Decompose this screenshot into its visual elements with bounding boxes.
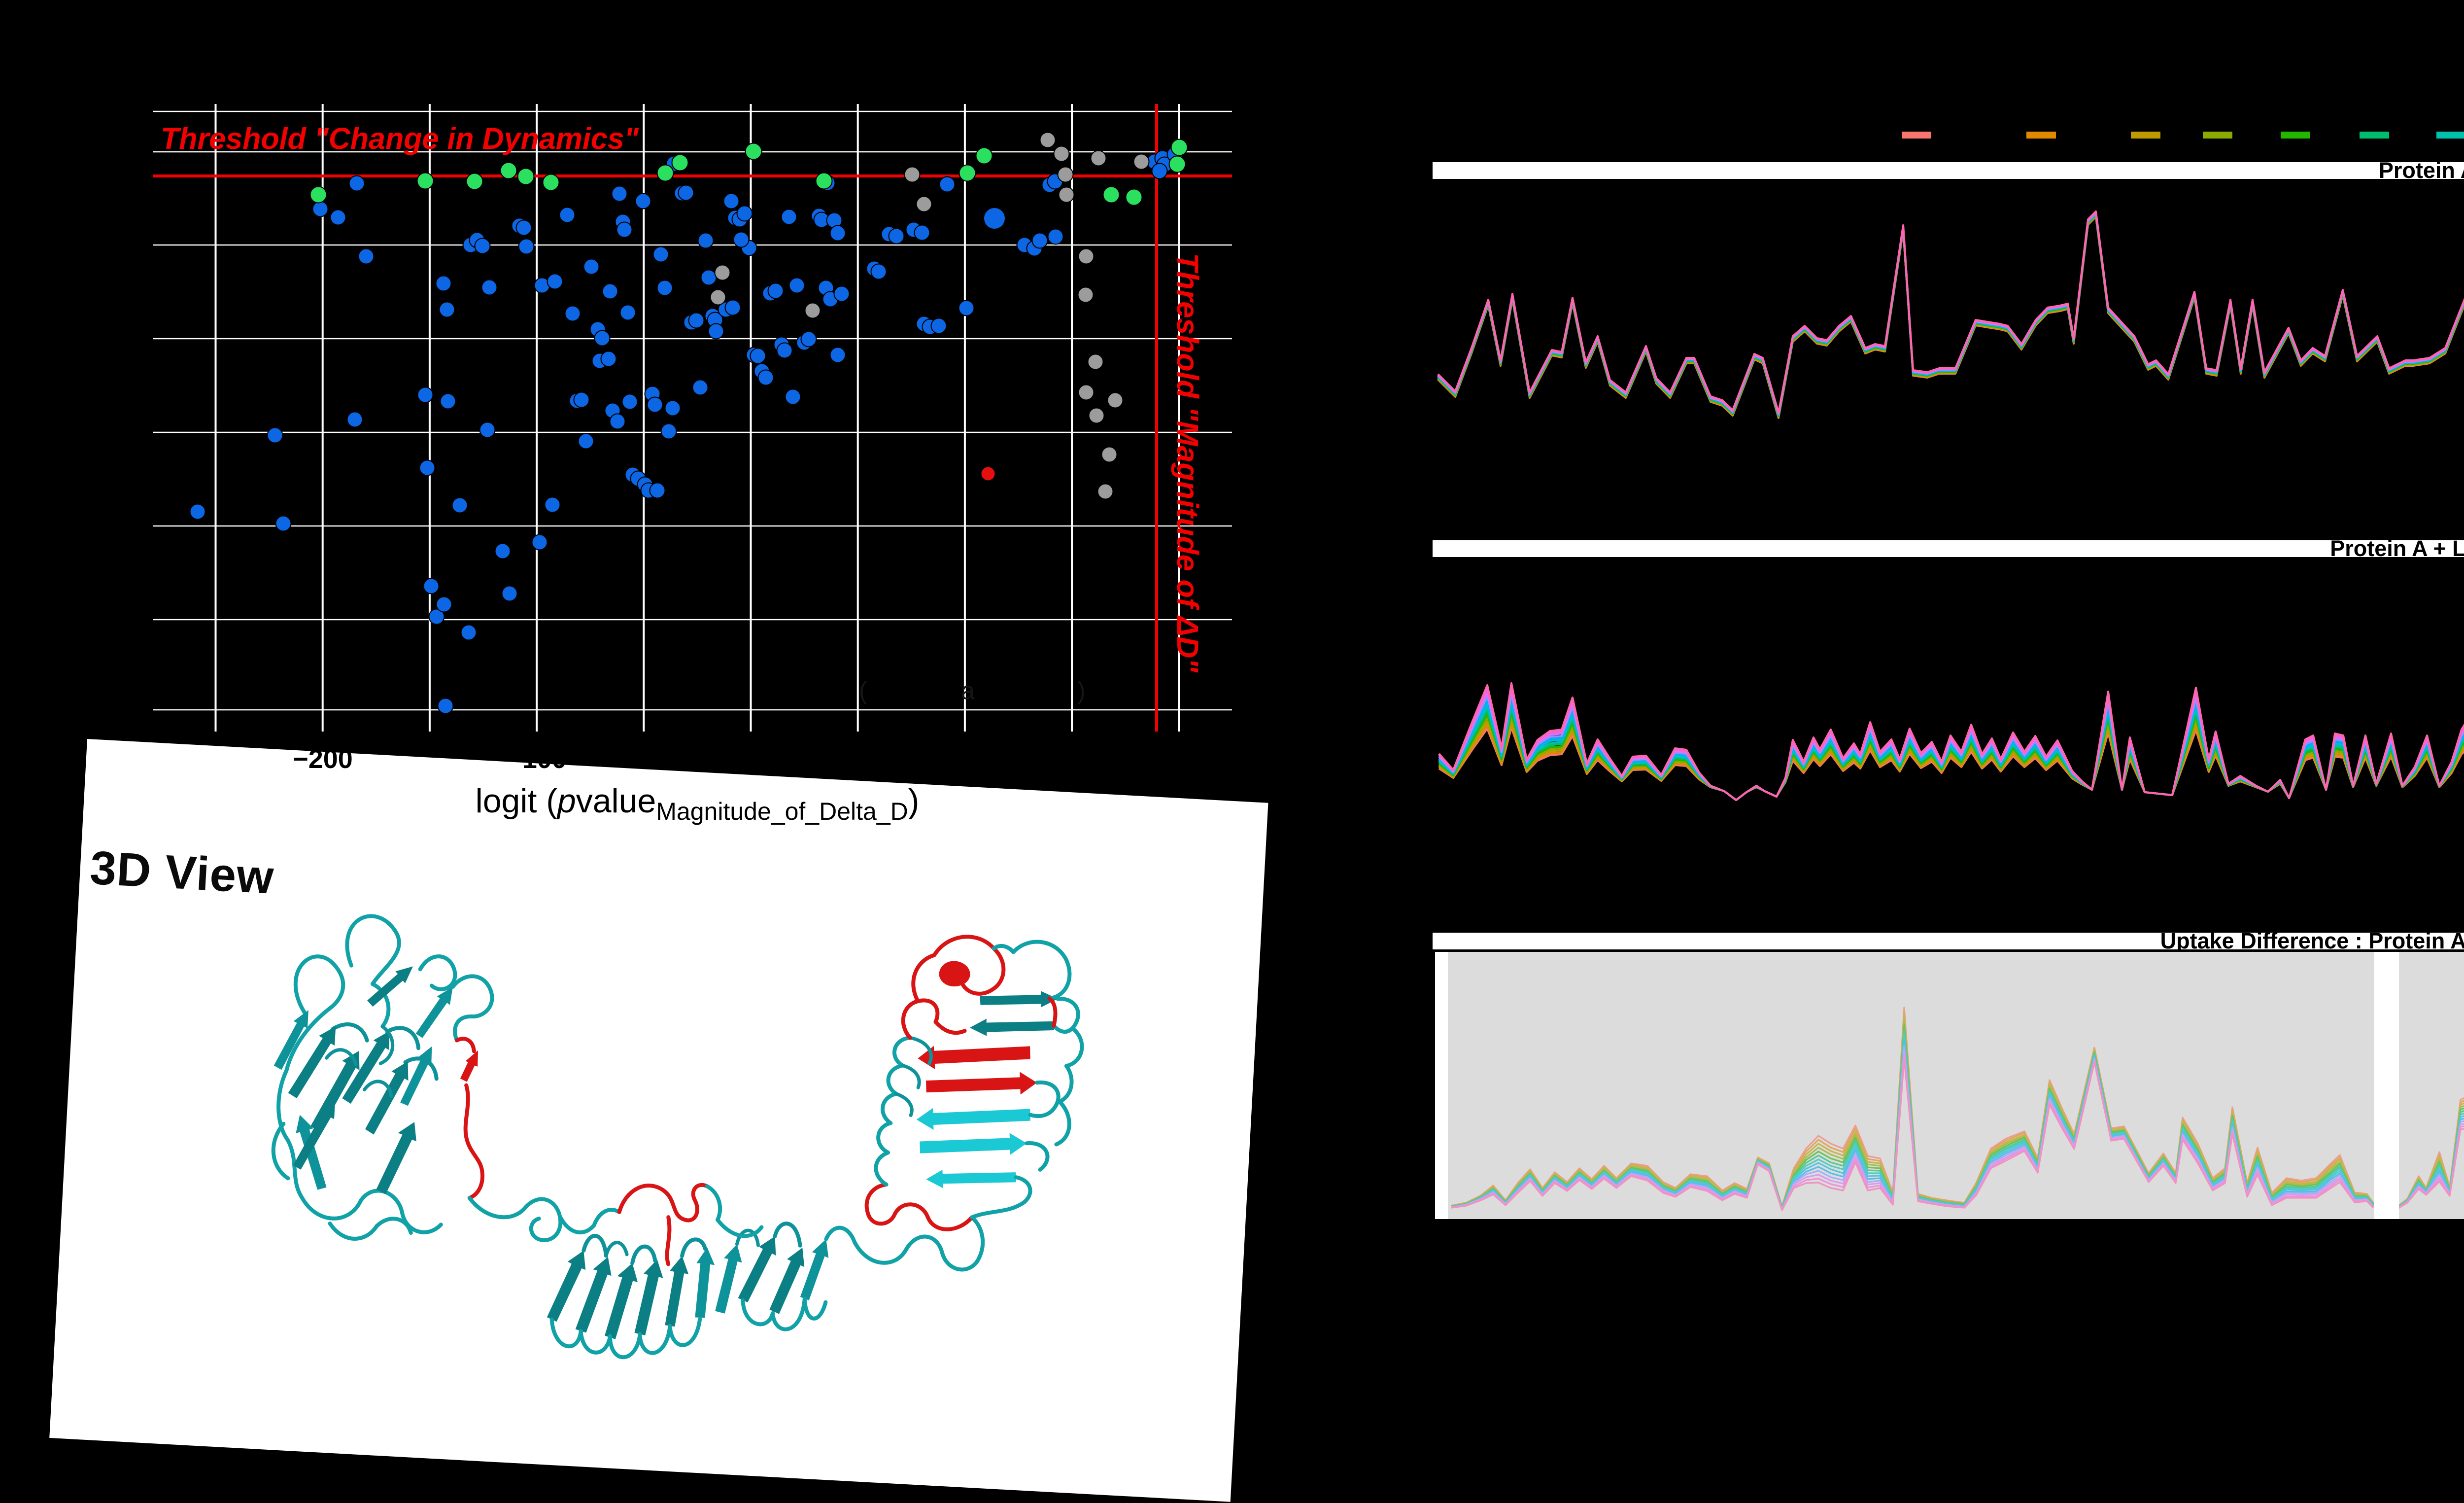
svg-text:Threshold "Magnitude of ΔD": Threshold "Magnitude of ΔD" — [1171, 253, 1204, 673]
svg-text:Protein A + Ligand: Protein A + Ligand — [2330, 536, 2464, 561]
svg-text:logit (pvalueMagnitude_of_Delt: logit (pvalueMagnitude_of_Delta_D) — [476, 782, 920, 825]
svg-text:−200: −200 — [293, 744, 353, 774]
svg-text:): ) — [1077, 677, 1086, 704]
svg-text:Protein A: Protein A — [2379, 158, 2464, 183]
svg-text:0: 0 — [744, 744, 758, 774]
svg-text:(: ( — [859, 677, 867, 704]
svg-text:100: 100 — [943, 744, 987, 774]
svg-text:−100: −100 — [507, 744, 567, 774]
svg-text:a: a — [961, 677, 975, 704]
svg-text:Threshold "Change in Dynamics": Threshold "Change in Dynamics" — [161, 122, 639, 155]
svg-text:200: 200 — [1157, 744, 1201, 774]
svg-text:Uptake Difference : Protein A: Uptake Difference : Protein A - (Protein… — [2160, 928, 2464, 953]
